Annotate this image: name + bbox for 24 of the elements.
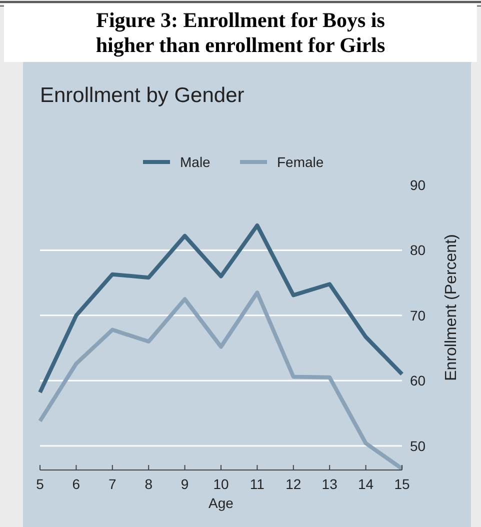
x-axis-title: Age xyxy=(208,495,234,511)
legend-label: Female xyxy=(277,154,324,170)
chart-title: Figure 3: Enrollment for Boys is higher than enrollment for Girls xyxy=(96,8,386,57)
y-tick-label: 70 xyxy=(410,307,426,324)
x-tick-label: 7 xyxy=(108,476,116,492)
y-tick-label: 50 xyxy=(410,438,426,454)
y-tick-label: 80 xyxy=(410,242,426,258)
legend-label: Male xyxy=(180,154,211,170)
chart-subtitle: Enrollment by Gender xyxy=(40,84,244,107)
x-tick-label: 6 xyxy=(72,476,80,492)
y-tick-label: 90 xyxy=(410,177,426,193)
line-series xyxy=(38,223,404,394)
x-tick-label: 5 xyxy=(36,476,44,492)
x-tick-label: 9 xyxy=(180,476,189,492)
x-tick-label: 11 xyxy=(250,476,265,492)
line-series xyxy=(38,290,404,471)
x-tick-label: 15 xyxy=(394,476,410,492)
y-tick-label: 60 xyxy=(410,372,426,389)
x-tick-label: 12 xyxy=(286,476,302,492)
x-tick-label: 13 xyxy=(322,476,338,492)
x-tick-label: 8 xyxy=(144,476,153,492)
x-tick-label: 10 xyxy=(213,476,229,492)
y-axis-title: Enrollment (Percent) xyxy=(443,234,460,381)
x-tick-label: 14 xyxy=(358,476,374,492)
